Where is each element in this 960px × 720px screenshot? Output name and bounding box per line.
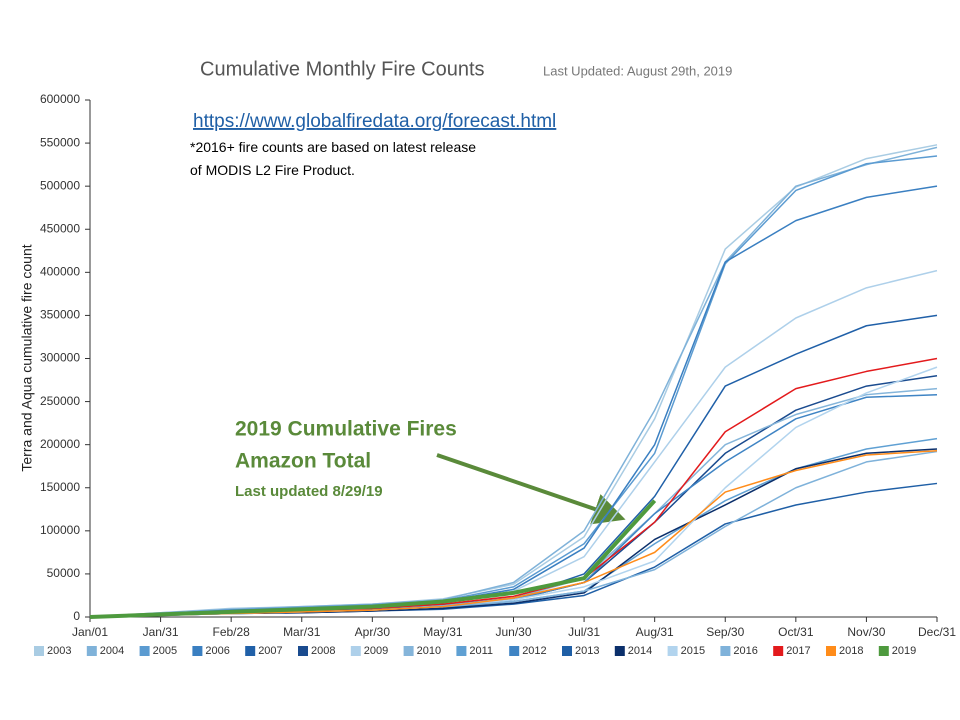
series-line	[89, 146, 938, 618]
legend-label: 2012	[522, 645, 546, 657]
legend-label: 2010	[417, 645, 441, 657]
legend-swatch	[456, 646, 467, 656]
legend-swatch	[614, 646, 625, 656]
arrow	[436, 453, 626, 525]
y-tick-label: 400000	[40, 265, 80, 279]
x-tick-label: Mar/31	[283, 625, 321, 639]
legend-label: 2015	[681, 645, 705, 657]
x-tick-label: Aug/31	[636, 625, 674, 639]
x-tick-label: Jan/31	[143, 625, 179, 639]
y-tick-label: 600000	[40, 92, 80, 106]
legend-label: 2019	[892, 645, 916, 657]
legend-swatch	[562, 646, 572, 656]
y-tick-label: 450000	[40, 221, 80, 235]
legend-swatch	[298, 646, 308, 656]
x-tick-label: Feb/28	[212, 625, 250, 639]
annotation: Amazon Total	[235, 450, 371, 473]
y-tick-label: 350000	[40, 308, 80, 322]
annotation: 2019 Cumulative Fires	[235, 418, 457, 441]
legend-label: 2006	[205, 645, 229, 657]
legend-swatch	[34, 646, 44, 656]
y-tick-label: 500000	[40, 178, 80, 192]
y-tick-label: 150000	[40, 480, 80, 494]
series-line	[89, 357, 938, 618]
legend-label: 2017	[786, 645, 810, 657]
legend-swatch	[667, 646, 678, 656]
legend-label: 2007	[258, 645, 282, 657]
x-tick-label: Jun/30	[495, 625, 531, 639]
series-line	[89, 185, 938, 618]
legend-swatch	[720, 646, 731, 656]
legend-label: 2018	[839, 645, 863, 657]
legend-swatch	[192, 646, 203, 656]
y-tick-label: 50000	[47, 566, 81, 580]
legend-label: 2004	[100, 645, 124, 657]
x-tick-label: Dec/31	[918, 625, 956, 639]
legend-label: 2014	[628, 645, 652, 657]
y-tick-label: 0	[73, 609, 80, 623]
chart-subtitle: Last Updated: August 29th, 2019	[543, 63, 732, 78]
y-axis-label: Terra and Aqua cumulative fire count	[19, 244, 35, 471]
legend-label: 2008	[311, 645, 335, 657]
x-tick-label: May/31	[423, 625, 463, 639]
x-tick-label: Jul/31	[568, 625, 600, 639]
legend-label: 2009	[364, 645, 388, 657]
series-line	[89, 374, 938, 618]
series-line	[89, 155, 938, 618]
legend-swatch	[509, 646, 520, 656]
legend-swatch	[139, 646, 150, 656]
legend-swatch	[773, 646, 784, 656]
annotation: Last updated 8/29/19	[235, 483, 383, 500]
legend-swatch	[826, 646, 836, 656]
y-tick-label: 300000	[40, 351, 80, 365]
legend-label: 2003	[47, 645, 71, 657]
x-tick-label: Nov/30	[847, 625, 885, 639]
legend-label: 2011	[469, 645, 493, 657]
legend-swatch	[403, 646, 414, 656]
legend-swatch	[878, 646, 889, 656]
x-tick-label: Jan/01	[72, 625, 108, 639]
legend-swatch	[350, 646, 361, 656]
note-box: *2016+ fire counts are based on latest r…	[190, 139, 477, 178]
legend-label: 2005	[153, 645, 177, 657]
note: *2016+ fire counts are based on latest r…	[190, 139, 477, 178]
y-tick-label: 100000	[40, 523, 80, 537]
y-tick-label: 550000	[40, 135, 80, 149]
y-tick-label: 250000	[40, 394, 80, 408]
legend-swatch	[86, 646, 97, 656]
legend-swatch	[245, 646, 256, 656]
y-tick-label: 200000	[40, 437, 80, 451]
link[interactable]: https://www.globalfiredata.org/forecast.…	[193, 111, 556, 132]
x-tick-label: Apr/30	[355, 625, 391, 639]
legend-label: 2013	[575, 645, 599, 657]
legend-label: 2016	[733, 645, 757, 657]
x-tick-label: Oct/31	[778, 625, 814, 639]
series-line	[89, 269, 938, 618]
x-tick-label: Sep/30	[706, 625, 744, 639]
chart-title: Cumulative Monthly Fire Counts	[200, 58, 485, 80]
series-line	[89, 499, 657, 619]
